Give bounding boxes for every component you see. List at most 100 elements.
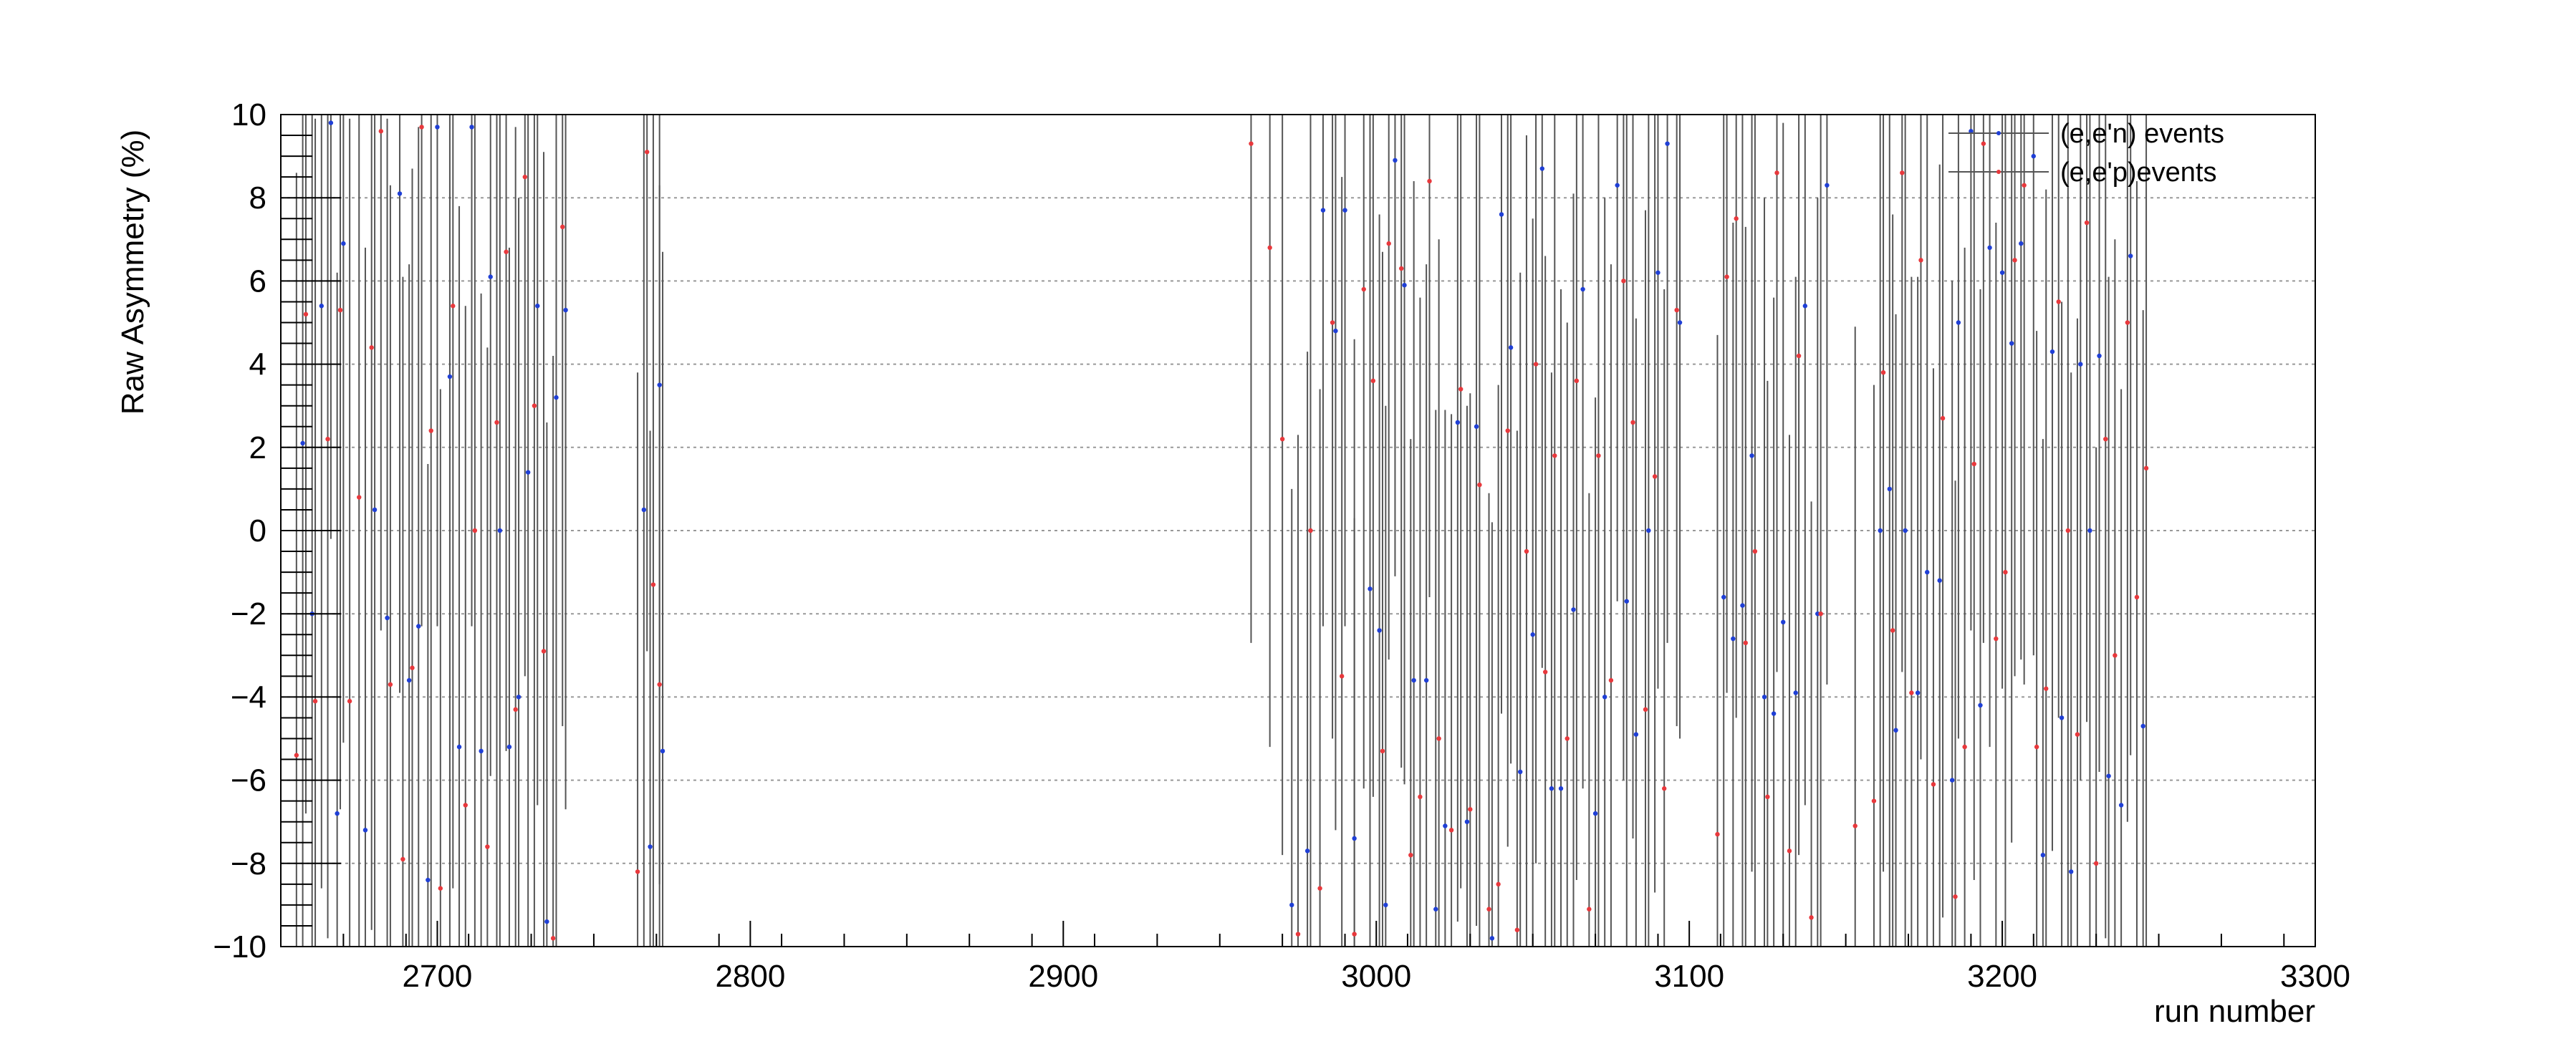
data-point-proton [1652,474,1658,479]
data-point-proton [1267,245,1272,251]
data-point-neutron [1411,677,1416,683]
data-point-proton [1533,362,1539,367]
data-point-neutron [488,274,493,279]
data-point-neutron [1464,819,1470,824]
data-point-proton [472,528,478,533]
data-point-neutron [1352,836,1357,841]
data-point-neutron [2140,723,2145,729]
data-point-proton [1361,286,1366,292]
data-point-proton [347,699,352,704]
data-point-neutron [1721,594,1726,600]
data-point-neutron [1530,632,1535,637]
data-point-proton [2034,744,2039,750]
data-point-proton [485,844,490,849]
data-point-proton [1787,848,1792,854]
data-point-neutron [1793,690,1798,695]
data-point-neutron [1740,603,1745,608]
data-point-neutron [1978,702,1983,708]
data-point-neutron [1304,848,1310,854]
data-point-neutron [1762,695,1767,700]
y-tick-label: −6 [231,763,266,798]
data-point-neutron [435,125,440,130]
data-point-neutron [2049,349,2055,354]
data-point-neutron [1646,528,1651,533]
data-point-proton [504,249,509,254]
data-point-proton [312,699,318,704]
data-point-proton [1774,170,1779,175]
data-point-neutron [1615,183,1620,188]
data-point-neutron [1518,769,1523,775]
data-point-proton [1418,794,1423,800]
data-point-proton [428,428,433,433]
data-point-proton [1765,794,1770,800]
data-point-proton [657,682,662,687]
y-tick-label: 10 [231,97,266,132]
data-point-proton [1724,274,1729,279]
data-point-neutron [1633,732,1639,737]
data-point-proton [1308,528,1313,533]
data-point-neutron [456,744,462,750]
y-axis-title: Raw Asymmetry (%) [115,130,150,415]
data-point-neutron [1749,453,1754,458]
data-point-neutron [1624,599,1629,604]
data-point-proton [1279,436,1285,442]
data-point-proton [419,125,424,130]
data-point-neutron [300,440,305,446]
data-point-proton [1486,906,1491,912]
data-point-proton [1295,932,1301,937]
data-point-proton [1871,798,1877,803]
x-tick-label: 2900 [1028,959,1098,994]
data-point-proton [1734,216,1739,221]
data-point-proton [2125,320,2130,325]
data-point-neutron [1592,811,1598,816]
legend: (e,e'n) events (e,e'p)events [1948,119,2224,188]
data-point-proton [2044,686,2049,691]
data-point-neutron [1539,166,1544,171]
data-point-proton [1427,178,1432,184]
y-tick-label: 2 [249,430,266,465]
data-point-neutron [1489,936,1495,941]
data-point-neutron [1393,158,1398,163]
data-point-neutron [1558,786,1564,791]
data-point-neutron [1455,420,1461,425]
data-point-neutron [1402,283,1407,288]
data-point-neutron [497,528,503,533]
data-point-proton [1608,677,1614,683]
data-point-neutron [563,307,568,313]
data-point-neutron [525,470,531,475]
data-point-proton [1596,453,1601,458]
data-point-proton [1370,378,1376,384]
data-point-neutron [1802,304,1808,309]
data-point-neutron [544,919,549,924]
data-point-neutron [469,125,474,130]
data-point-proton [294,753,299,758]
data-point-proton [1380,748,1385,754]
data-point-proton [1565,736,1570,741]
data-point-proton [337,307,343,313]
data-point-neutron [341,241,346,246]
data-point-neutron [479,748,484,754]
y-tick-label: 6 [249,264,266,299]
legend-marker-neutron [1996,131,2001,135]
data-point-proton [650,582,656,587]
data-point-neutron [426,877,431,883]
data-point-neutron [1571,607,1576,612]
data-point-neutron [1383,902,1388,908]
data-point-proton [303,311,309,317]
data-point-proton [2103,436,2108,442]
data-point-neutron [1433,906,1438,912]
data-point-proton [2093,861,2099,866]
data-point-neutron [2128,253,2133,258]
data-point-proton [1752,548,1758,554]
data-point-proton [1317,886,1322,891]
y-tick-label: −8 [231,846,266,881]
data-point-neutron [1677,320,1683,325]
data-point-proton [1542,669,1548,675]
data-point-proton [1448,828,1454,833]
data-point-neutron [447,374,453,379]
x-tick-label: 2700 [403,959,473,994]
data-point-proton [1918,258,1923,263]
data-point-proton [357,495,362,500]
data-point-neutron [372,507,378,513]
legend-label-neutron: (e,e'n) events [2060,119,2224,149]
